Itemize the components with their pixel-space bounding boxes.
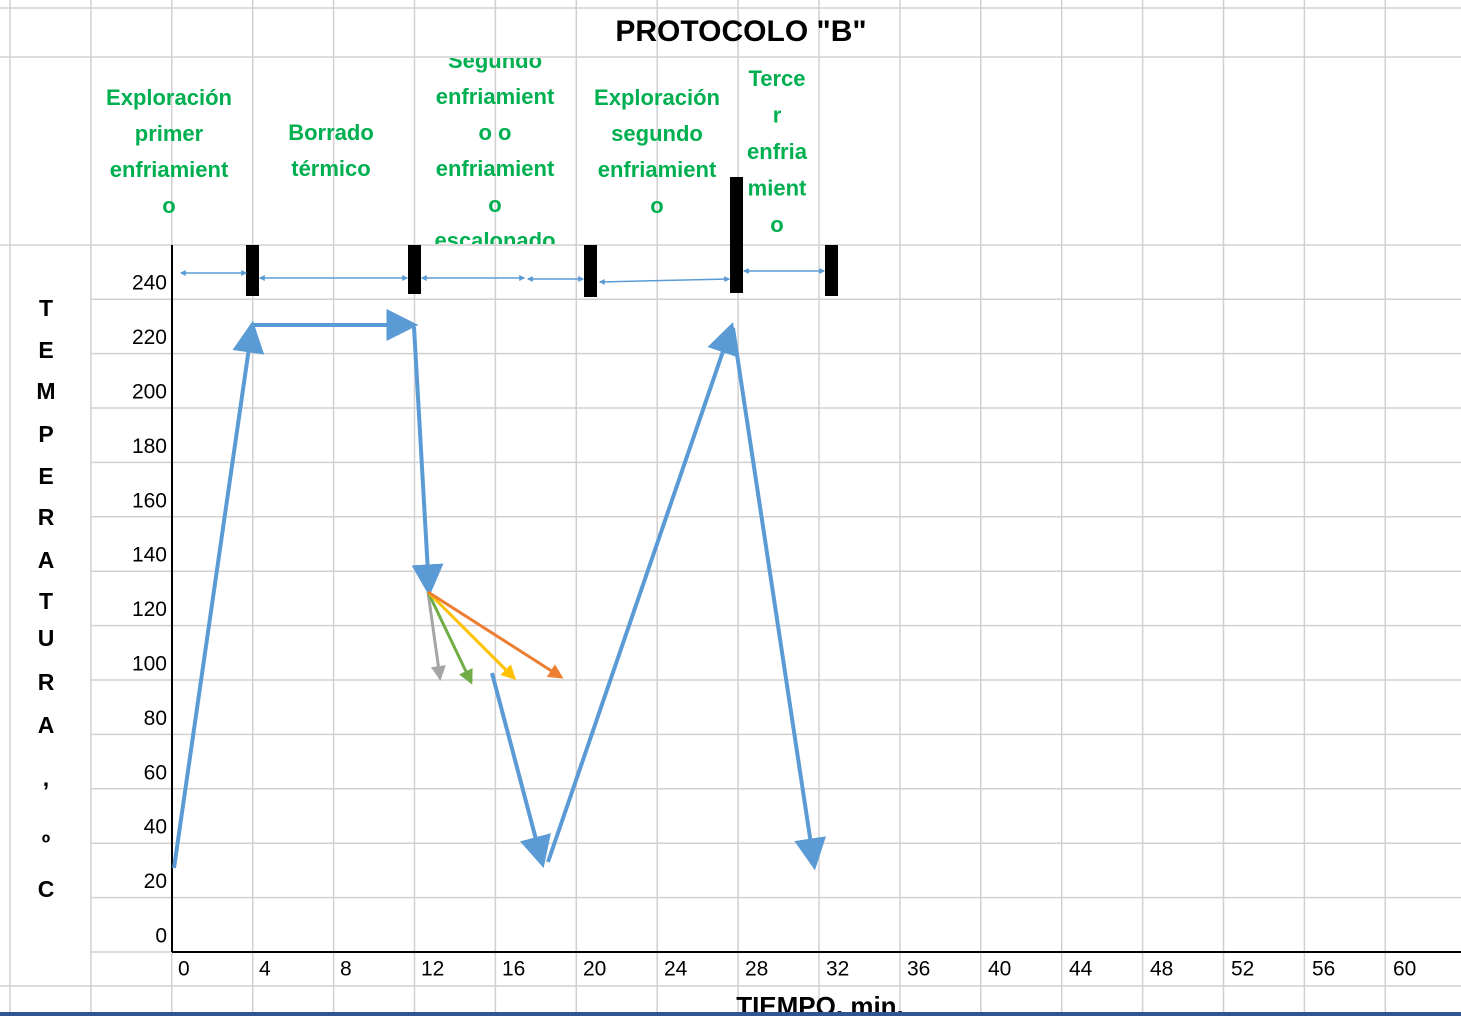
step-arrow [426,590,517,681]
phase-label-line: Segundo [448,48,542,73]
phase-label-line: térmico [291,156,370,181]
x-tick-label: 60 [1393,958,1416,981]
temperature-profile [172,309,826,871]
y-tick-label: 100 [132,653,167,676]
phase-label-line: Terce [748,66,805,91]
y-tick-label: 80 [144,707,167,730]
y-axis-letter: P [38,421,53,447]
heating-arrow [546,321,738,863]
x-tick-label: 48 [1150,958,1173,981]
x-tick-label: 16 [502,958,525,981]
phase-label-line: enfriamient [436,84,555,109]
phase-label-line: enfria [747,139,808,164]
y-axis-letter: A [38,712,55,738]
y-axis-letter: E [38,337,53,363]
divider [584,245,597,297]
phase-label-line: enfriamient [110,157,229,182]
phase-label-line: o [162,193,175,218]
y-tick-label: 140 [132,544,167,567]
x-tick-label: 24 [664,958,688,981]
y-axis-letter: T [39,295,53,321]
x-tick-label: 8 [340,958,352,981]
phase-label-line: Exploración [106,85,232,110]
y-axis-letter: E [38,463,53,489]
y-tick-label: 220 [132,326,167,349]
x-tick-label: 52 [1231,958,1254,981]
y-tick-label: 40 [144,816,167,839]
divider [825,245,838,296]
phase-label-line: mient [748,175,807,200]
y-axis-letter: M [36,378,55,404]
x-tick-label: 12 [421,958,444,981]
phase-labels: ExploraciónprimerenfriamientoBorradotérm… [106,48,808,253]
phase-label-line: Exploración [594,85,720,110]
cooling-arrow [731,327,826,871]
y-tick-label: 160 [132,489,167,512]
phase-spans [179,268,826,285]
phase-label-line: primer [135,121,204,146]
phase-label-line: o [488,192,501,217]
x-tick-label: 28 [745,958,768,981]
y-tick-label: 0 [155,925,167,948]
phase-label-line: Borrado [288,120,374,145]
phase-dividers [246,177,838,297]
window-edge [0,1012,1461,1016]
x-tick-label: 32 [826,958,849,981]
phase-label-line: o [770,212,783,237]
y-axis-letter: T [39,588,53,614]
phase-label-line: o o [479,120,512,145]
cooling-arrow [411,326,444,597]
x-tick-label: 20 [583,958,606,981]
y-axis-letter: C [38,876,55,902]
x-tick-label: 44 [1069,958,1093,981]
step-arrow [427,590,564,679]
phase-label-line: enfriamient [436,156,555,181]
chart-title: PROTOCOLO "B" [615,15,866,48]
step-arrow [426,591,446,681]
x-tick-label: 56 [1312,958,1335,981]
x-axis-label: TIEMPO, min. [736,991,904,1016]
divider [730,177,743,293]
y-tick-label: 120 [132,598,167,621]
x-tick-label: 4 [259,958,271,981]
phase-label-line: segundo [611,121,703,146]
cooling-arrow [490,672,551,869]
phase-label-line: o [650,193,663,218]
phase-label-line: escalonado [434,228,555,253]
x-tick-label: 40 [988,958,1011,981]
y-axis-letter: U [38,625,55,651]
phase-label-line: r [773,102,782,127]
y-tick-label: 20 [144,870,167,893]
x-tick-label: 0 [178,958,190,981]
heating-arrow [172,320,265,869]
x-tick-label: 36 [907,958,930,981]
y-axis-letter: R [38,504,55,530]
y-tick-label: 180 [132,435,167,458]
divider [246,245,259,296]
phase-label-line: enfriamient [598,157,717,182]
y-axis-letter: , [43,765,49,791]
divider [408,245,421,294]
y-tick-label: 240 [132,272,167,295]
y-tick-label: 60 [144,761,167,784]
y-axis-letter: R [38,669,55,695]
y-axis-letter: A [38,547,55,573]
y-tick-label: 200 [132,381,167,404]
y-axis-letter: º [42,830,50,856]
span-arrow [598,276,731,285]
step-arrow [426,591,473,685]
